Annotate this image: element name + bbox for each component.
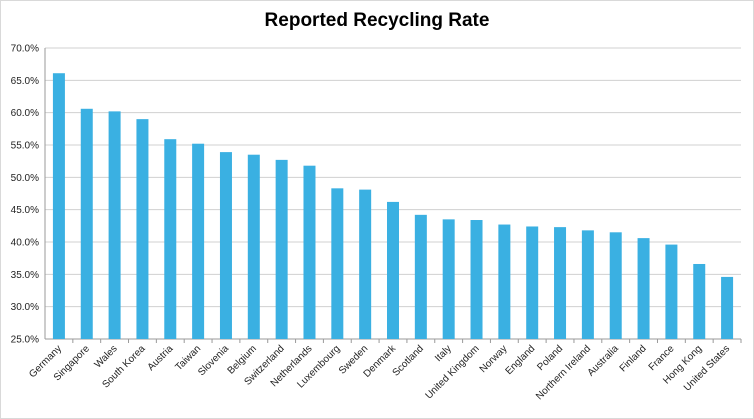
y-tick-label: 30.0% [11,302,39,313]
x-tick-label: Finland [618,343,649,374]
bar [80,108,93,339]
bar [721,276,734,339]
x-tick-label: Scotland [391,343,426,378]
bar [136,119,149,339]
bar [219,152,232,339]
bar [498,224,511,339]
y-tick-label: 40.0% [11,238,39,249]
bar [192,143,205,339]
bar [442,219,455,339]
bar [414,214,427,339]
chart-title: Reported Recycling Rate [264,10,490,31]
x-tick-label: England [504,343,538,377]
bar [470,220,483,339]
y-tick-label: 70.0% [11,44,39,55]
x-tick-label: Slovenia [196,343,231,378]
y-tick-label: 45.0% [11,205,39,216]
bar [359,189,372,339]
y-tick-label: 55.0% [11,141,39,152]
bar [581,230,594,339]
bar [665,244,678,339]
bar [387,201,399,339]
bar [637,238,650,339]
y-tick-label: 65.0% [11,76,39,87]
x-tick-label: Italy [433,343,454,364]
bar [164,139,177,339]
bar [52,73,65,339]
x-tick-label: Australia [586,343,622,379]
x-tick-label: Austria [146,343,176,373]
bar [108,111,121,339]
y-tick-label: 35.0% [11,270,39,281]
y-tick-label: 25.0% [11,335,39,346]
bar [275,159,288,339]
bar [609,232,622,339]
bar [554,227,567,339]
bar [693,263,706,339]
bar [331,188,344,339]
bar [247,154,260,339]
bar [526,226,539,339]
y-tick-label: 50.0% [11,173,39,184]
y-tick-label: 60.0% [11,108,39,119]
bar [303,165,316,339]
